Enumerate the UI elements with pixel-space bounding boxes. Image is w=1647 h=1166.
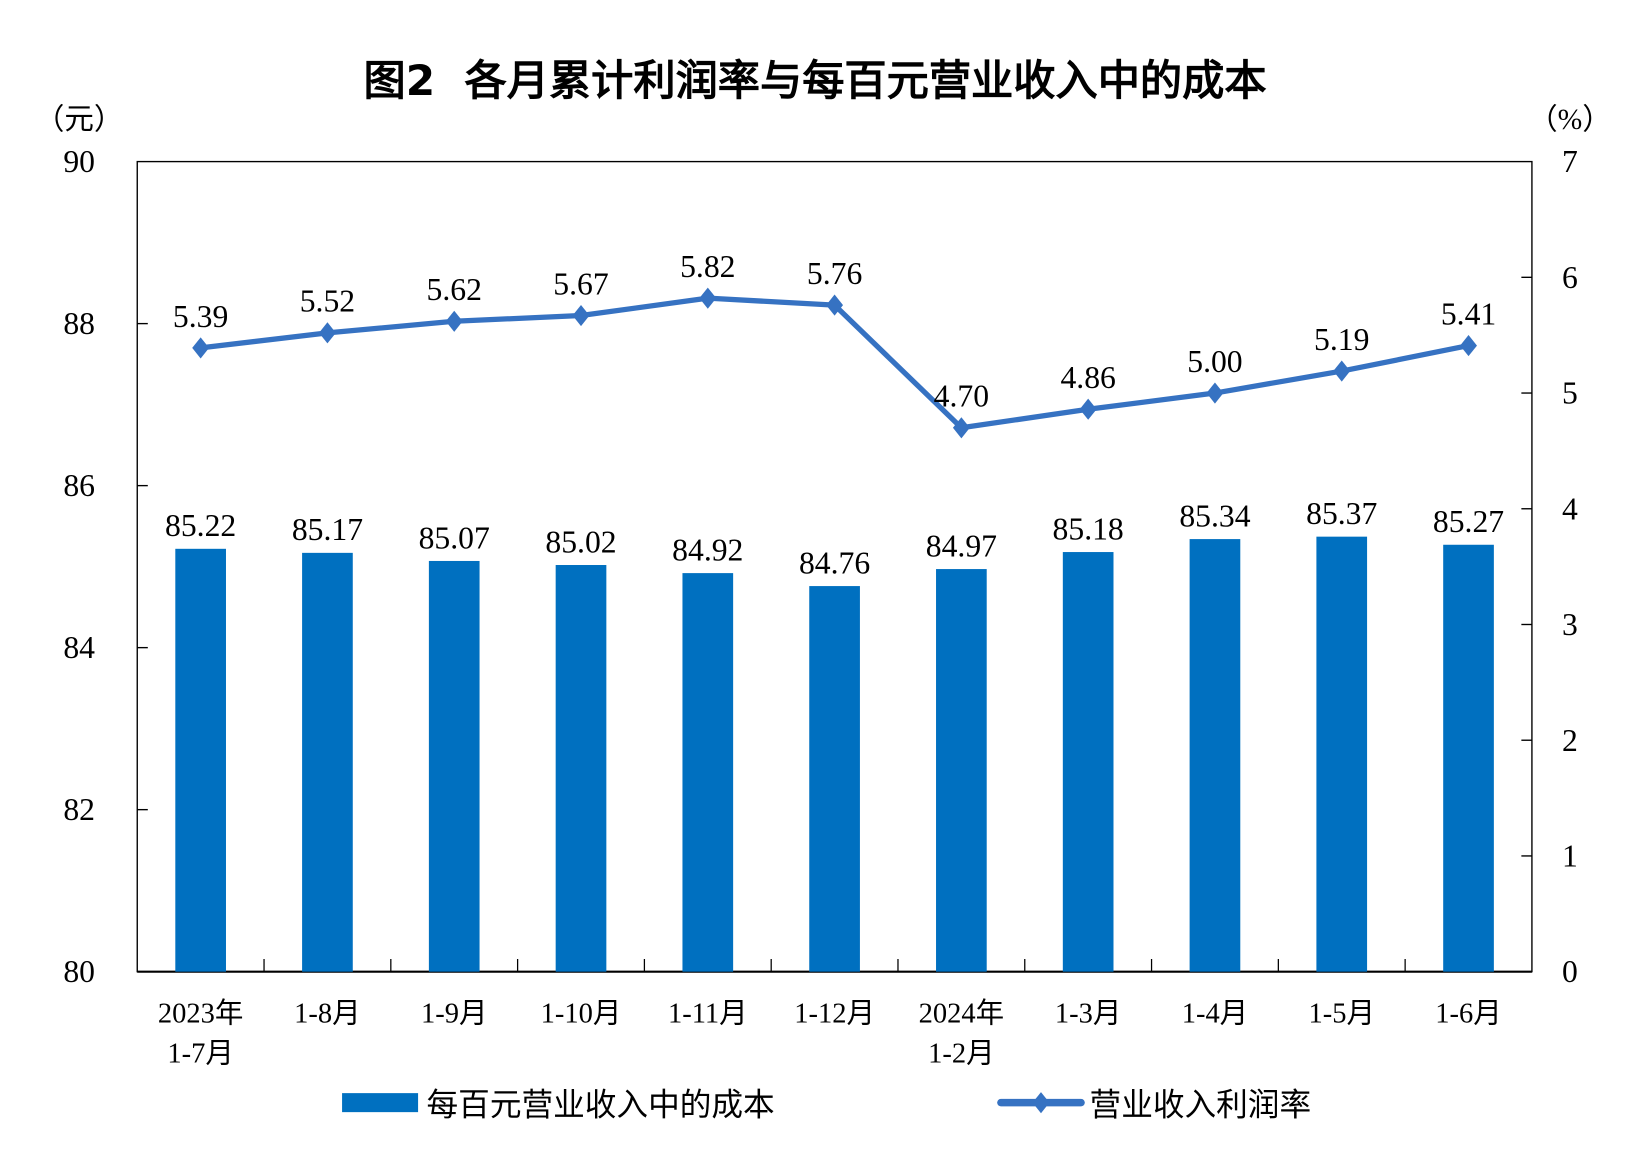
line-data-label: 5.62: [427, 272, 482, 307]
bar: [1443, 544, 1494, 972]
line-marker: [1333, 360, 1351, 382]
left-axis-tick-label: 84: [63, 630, 95, 665]
left-axis-tick-label: 90: [63, 144, 95, 179]
x-axis-tick-label: 1-10月: [541, 998, 622, 1029]
right-axis-tick-label: 2: [1562, 723, 1578, 758]
left-axis-tick-label: 86: [63, 468, 95, 503]
right-axis-tick-label: 0: [1562, 954, 1578, 989]
bar: [175, 548, 226, 972]
line-marker: [1079, 398, 1097, 420]
line-data-label: 5.19: [1314, 322, 1369, 357]
bar-data-label: 85.27: [1433, 504, 1504, 539]
legend-line-label: 营业收入利润率: [1090, 1087, 1312, 1123]
line-marker: [192, 337, 210, 359]
line-marker: [826, 294, 844, 316]
right-axis-unit: （%）: [1528, 103, 1612, 136]
chart-title: 图2 各月累计利润率与每百元营业收入中的成本: [364, 56, 1267, 105]
bar: [302, 552, 353, 972]
legend: 每百元营业收入中的成本 营业收入利润率: [342, 1087, 1311, 1123]
line-data-label: 5.76: [807, 256, 862, 291]
bar: [936, 569, 987, 972]
x-axis-tick-label: 1-12月: [794, 998, 875, 1029]
bar: [1189, 539, 1241, 972]
legend-bar-swatch: [342, 1093, 419, 1113]
bar: [1316, 536, 1368, 972]
left-axis-tick-label: 82: [63, 792, 95, 827]
line-data-label: 4.70: [934, 379, 989, 414]
bar-data-label: 85.17: [292, 512, 363, 547]
bar-data-label: 85.18: [1053, 511, 1124, 546]
x-axis-tick-label: 1-2月: [928, 1038, 994, 1069]
line-data-label: 4.86: [1060, 360, 1115, 395]
line-marker: [318, 322, 336, 344]
legend-bar-label: 每百元营业收入中的成本: [427, 1087, 775, 1123]
x-axis-tick-label: 1-5月: [1308, 998, 1374, 1029]
bar-data-label: 84.92: [672, 532, 743, 567]
bar-data-label: 85.34: [1179, 498, 1250, 533]
line-data-label: 5.41: [1441, 296, 1496, 331]
axes: 80 82 84 86 88 90 0 1 2 3 4 5 6 7 2023年 1-7月 1-8月 1-9月 1-1…: [63, 144, 1578, 1069]
line-marker: [445, 310, 463, 332]
line-data-label: 5.52: [300, 284, 355, 319]
x-axis-tick-label: 1-6月: [1435, 998, 1501, 1029]
bar: [428, 560, 480, 972]
bar-series: 85.22 85.17 85.07 85.02 84.92 84.76 84.97 85.18…: [165, 496, 1504, 972]
x-axis-tick-label: 1-8月: [294, 998, 360, 1029]
x-axis-tick-label: 1-11月: [668, 998, 748, 1029]
left-axis-tick-label: 80: [63, 954, 95, 989]
line-marker: [699, 287, 717, 309]
right-axis-tick-label: 7: [1562, 144, 1578, 179]
line-marker: [1460, 335, 1477, 357]
x-axis-tick-label: 1-3月: [1055, 998, 1121, 1029]
x-axis-tick-label: 2024年: [919, 997, 1004, 1029]
line-series: 5.39 5.52 5.62 5.67 5.82 5.76 4.70 4.86 5.00 5.19…: [173, 249, 1496, 439]
right-axis-tick-label: 1: [1562, 838, 1578, 873]
bar-data-label: 85.07: [419, 520, 490, 555]
line-data-label: 5.67: [553, 266, 608, 301]
left-axis-unit: （元）: [35, 103, 124, 136]
line-data-label: 5.00: [1187, 344, 1242, 379]
line-data-label: 5.39: [173, 299, 228, 334]
x-axis-tick-label: 1-4月: [1182, 998, 1248, 1029]
bar-data-label: 85.22: [165, 508, 236, 543]
bar: [809, 586, 860, 972]
line-data-label: 5.82: [680, 249, 735, 284]
legend-diamond-marker: [1032, 1092, 1050, 1114]
line-path: [200, 295, 1470, 431]
left-axis-tick-label: 88: [63, 306, 95, 341]
line-marker: [1206, 382, 1224, 404]
bar-data-label: 84.97: [926, 528, 997, 563]
bar-data-label: 84.76: [799, 545, 870, 580]
bar: [682, 573, 734, 972]
x-axis-tick-label: 1-9月: [421, 998, 487, 1029]
bar-data-label: 85.37: [1306, 496, 1377, 531]
x-axis-tick-label: 1-7月: [167, 1038, 233, 1069]
right-axis-tick-label: 3: [1562, 607, 1578, 642]
right-axis-tick-label: 4: [1562, 491, 1578, 526]
bar: [555, 565, 607, 972]
line-marker: [572, 304, 590, 327]
x-axis-tick-label: 2023年: [158, 997, 243, 1029]
bar-data-label: 85.02: [545, 524, 616, 559]
bar: [1062, 552, 1114, 972]
right-axis-tick-label: 5: [1562, 376, 1578, 411]
right-axis-tick-label: 6: [1562, 260, 1578, 295]
